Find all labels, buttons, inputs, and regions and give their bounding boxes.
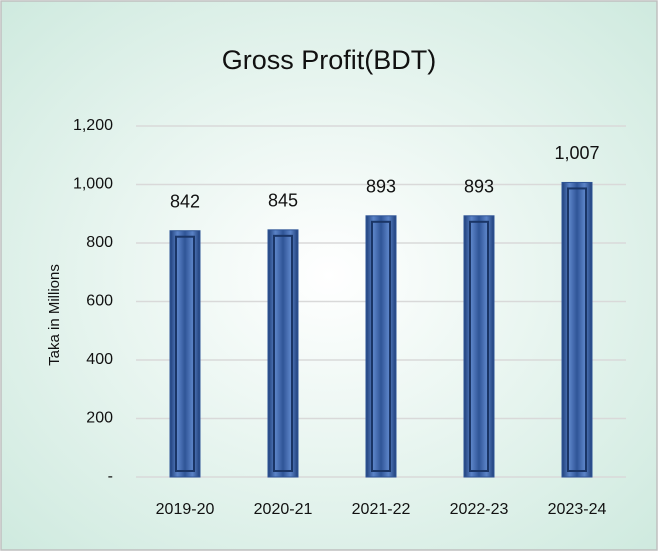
y-tick-label: - — [108, 468, 113, 485]
chart-title: Gross Profit(BDT) — [222, 45, 437, 75]
bar — [365, 215, 397, 478]
bar — [561, 181, 593, 478]
bar-bevel — [371, 220, 391, 472]
bar-bevel — [567, 187, 587, 472]
y-tick-label: 200 — [86, 410, 113, 427]
bar — [267, 229, 299, 478]
y-tick-label: 800 — [86, 234, 113, 251]
x-tick-label: 2021-22 — [352, 501, 411, 518]
value-label: 1,007 — [554, 143, 599, 163]
x-tick-label: 2022-23 — [450, 501, 509, 518]
x-tick-label: 2023-24 — [548, 501, 607, 518]
x-tick-label: 2019-20 — [156, 501, 215, 518]
bar-bevel — [469, 220, 489, 472]
y-tick-label: 400 — [86, 351, 113, 368]
y-tick-label: 1,000 — [73, 176, 113, 193]
value-label: 842 — [170, 191, 200, 211]
y-tick-label: 600 — [86, 293, 113, 310]
value-label: 893 — [464, 177, 494, 197]
x-tick-label: 2020-21 — [254, 501, 313, 518]
value-label: 845 — [268, 191, 298, 211]
bar — [463, 215, 495, 478]
bar-bevel — [273, 234, 293, 472]
bar-bevel — [175, 235, 195, 472]
y-tick-label: 1,200 — [73, 117, 113, 134]
y-axis-label: Taka in Millions — [46, 264, 63, 366]
bar — [169, 230, 201, 478]
value-label: 893 — [366, 177, 396, 197]
